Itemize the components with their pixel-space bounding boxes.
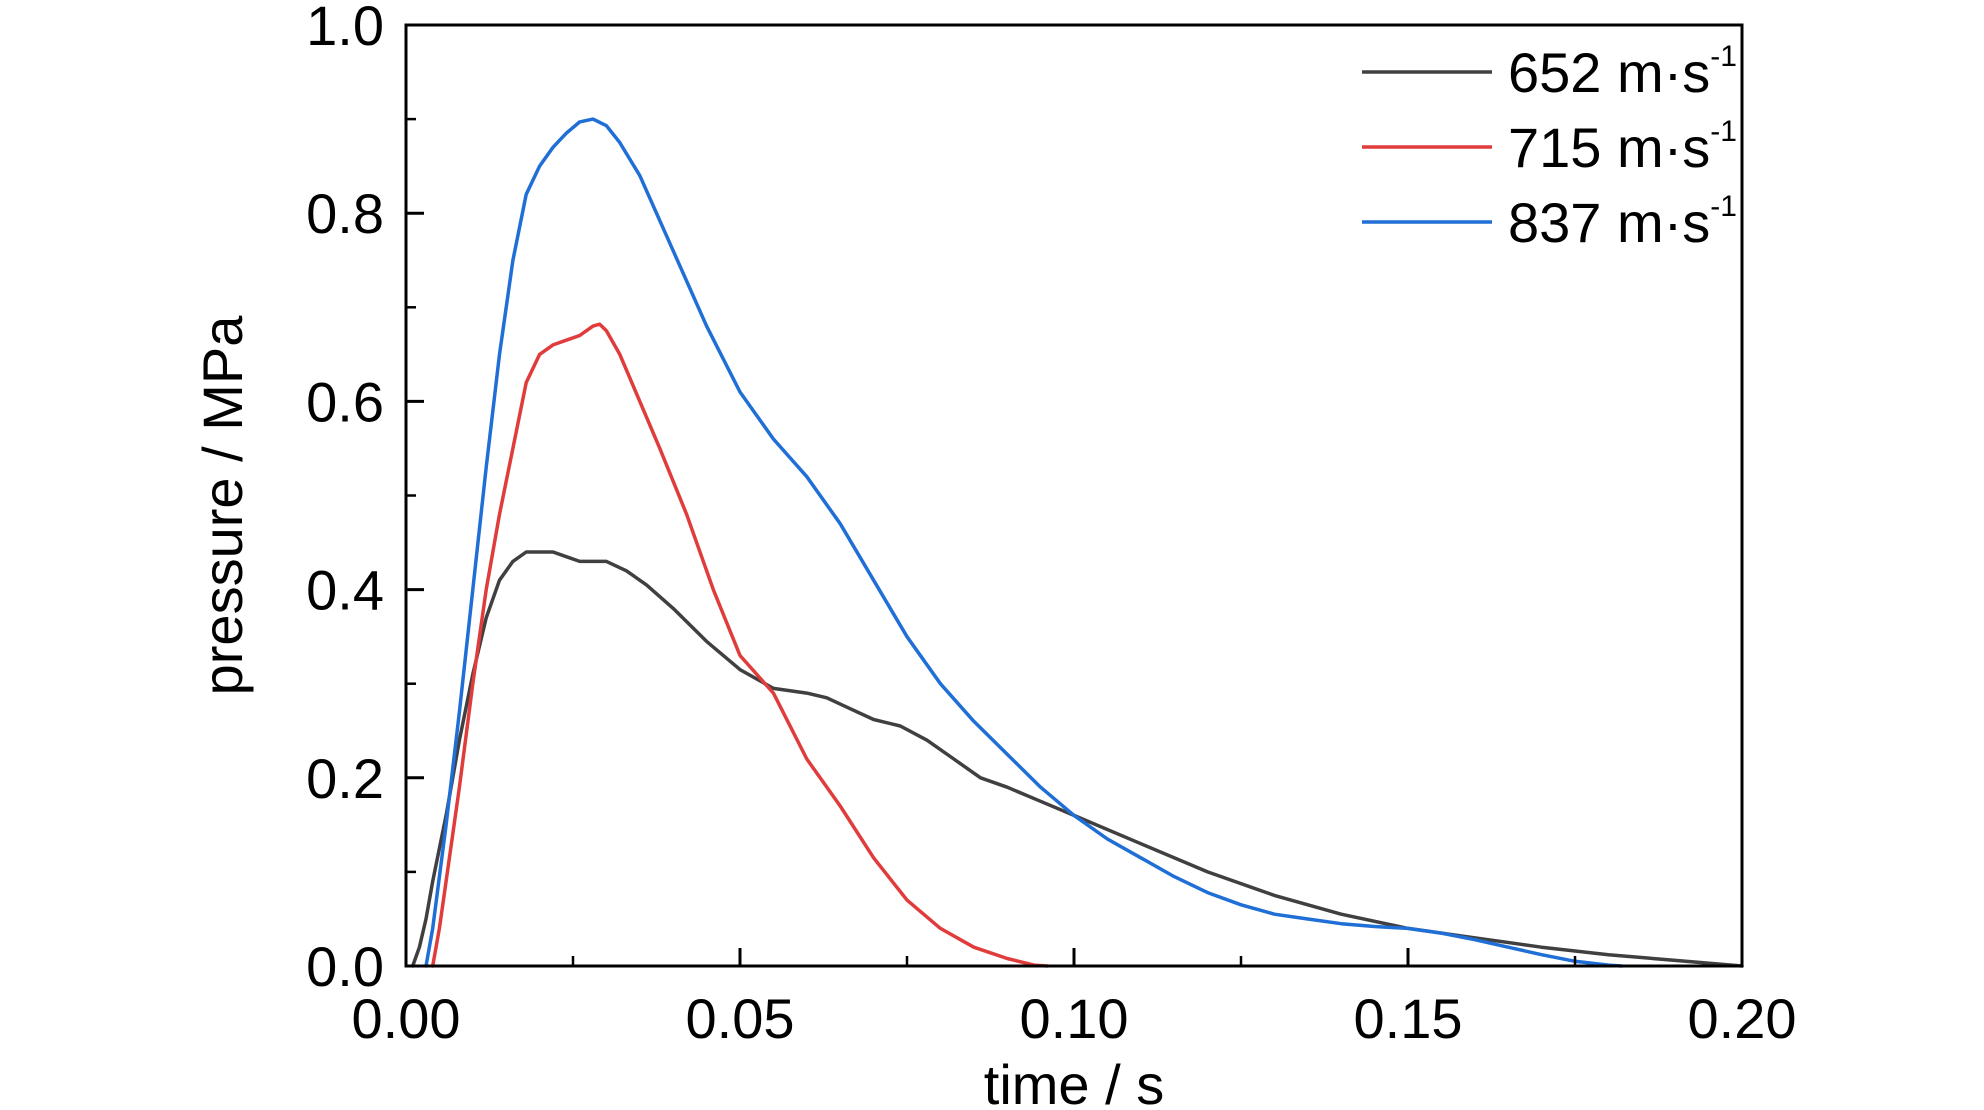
y-axis-title: pressure / MPa xyxy=(191,315,254,696)
y-axis: 0.0 0.2 0.4 0.6 0.8 1.0 xyxy=(306,0,424,998)
x-tick-label: 0.10 xyxy=(1020,987,1129,1050)
y-tick-label: 0.4 xyxy=(306,559,384,622)
series-layer xyxy=(410,117,1744,968)
x-tick-label: 0.15 xyxy=(1354,987,1463,1050)
x-tick-label: 0.05 xyxy=(686,987,795,1050)
y-tick-label: 1.0 xyxy=(306,0,384,57)
series-line-0 xyxy=(410,550,1744,968)
legend-label-2: 837 m·s-1 xyxy=(1508,190,1737,254)
legend-label-1: 715 m·s-1 xyxy=(1508,115,1737,179)
series-line-1 xyxy=(430,322,1050,968)
y-tick-label: 0.0 xyxy=(306,935,384,998)
x-tick-label: 0.20 xyxy=(1688,987,1797,1050)
legend-label-0: 652 m·s-1 xyxy=(1508,40,1737,104)
y-tick-label: 0.6 xyxy=(306,370,384,433)
series-line-2 xyxy=(424,117,1624,968)
x-axis-title: time / s xyxy=(984,1053,1164,1110)
legend: 652 m·s-1 715 m·s-1 837 m·s-1 xyxy=(1362,40,1737,254)
x-axis: 0.00 0.05 0.10 0.15 0.20 xyxy=(352,948,1797,1050)
y-tick-label: 0.8 xyxy=(306,182,384,245)
y-tick-label: 0.2 xyxy=(306,747,384,810)
x-tick-label: 0.00 xyxy=(352,987,461,1050)
